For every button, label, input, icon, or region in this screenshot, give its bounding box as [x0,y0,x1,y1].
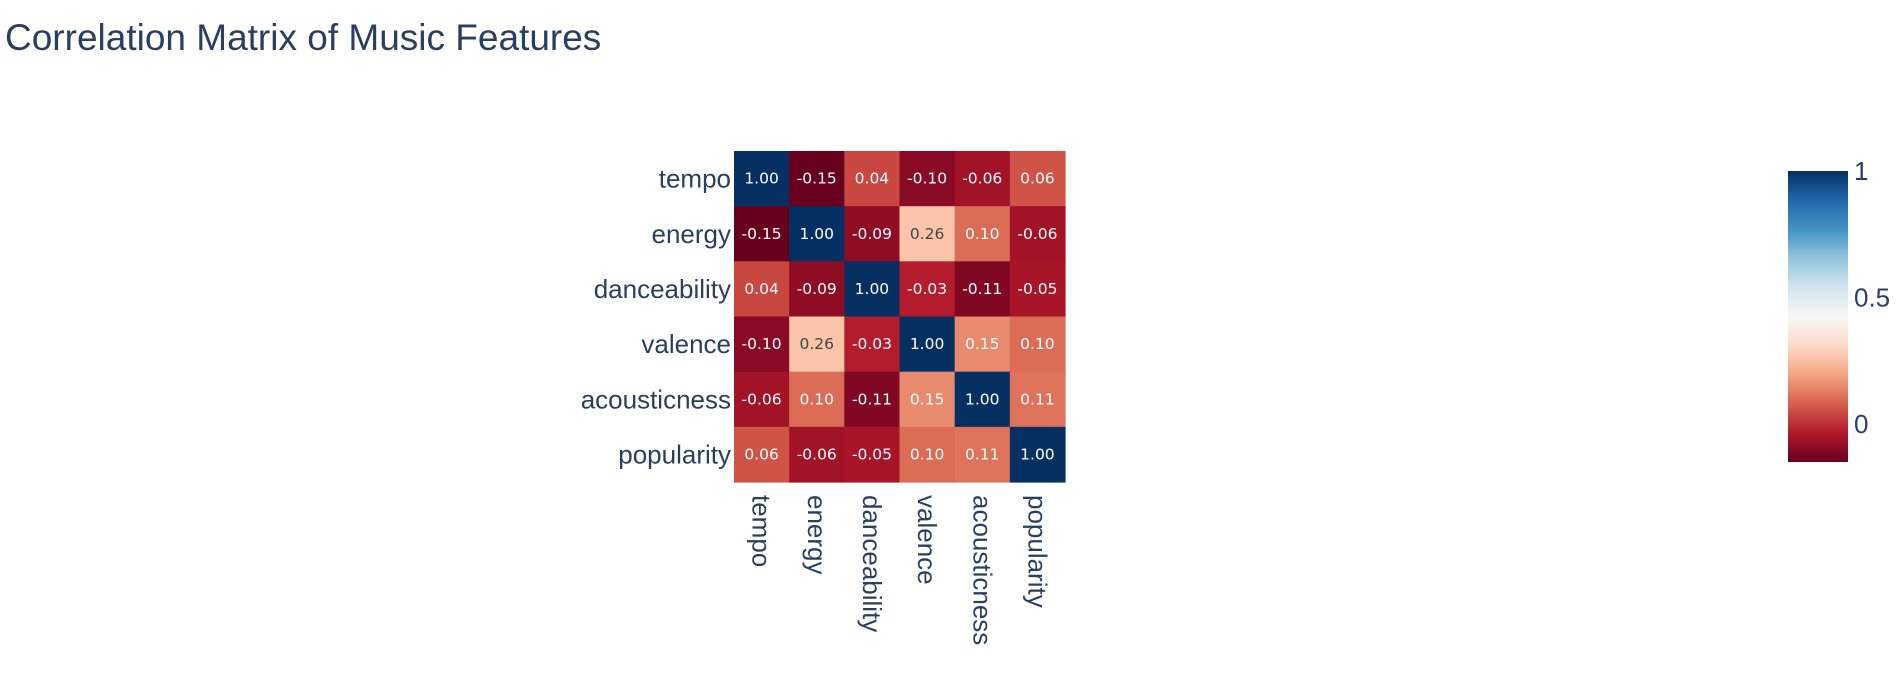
chart-title: Correlation Matrix of Music Features [5,17,602,58]
heatmap-cell-acousticness-popularity [1009,371,1066,428]
heatmap-cell-tempo-popularity [1009,151,1066,207]
cell-value-danceability-popularity: -0.05 [1017,280,1057,298]
y-tick-tempo: tempo [659,164,731,194]
colorbar: 00.51 [1788,156,1890,462]
cell-value-danceability-tempo: 0.04 [744,280,779,298]
heatmap-cell-valence-energy [789,316,845,373]
cell-value-tempo-energy: -0.15 [797,170,837,188]
heatmap-cell-popularity-acousticness [954,426,1011,483]
heatmap-cell-valence-valence [899,316,956,373]
y-tick-acousticness: acousticness [581,384,731,414]
cell-value-valence-popularity: 0.10 [1020,335,1055,353]
heatmap-cell-danceability-danceability [844,261,901,318]
heatmap-cells [734,151,1066,483]
cell-value-tempo-acousticness: -0.06 [962,170,1002,188]
colorbar-ticks: 00.51 [1854,156,1890,439]
heatmap-cell-tempo-danceability [844,151,901,207]
heatmap-cell-danceability-acousticness [954,261,1011,318]
cell-value-danceability-energy: -0.09 [797,280,837,298]
heatmap-cell-energy-acousticness [954,206,1011,262]
heatmap-cell-danceability-popularity [1009,261,1066,318]
heatmap-cell-popularity-tempo [734,426,790,483]
cell-value-popularity-acousticness: 0.11 [965,445,1000,463]
heatmap-cell-tempo-energy [789,151,845,207]
cell-value-popularity-popularity: 1.00 [1020,445,1055,463]
y-tick-popularity: popularity [618,439,731,469]
heatmap-cell-acousticness-valence [899,371,956,428]
cell-value-danceability-acousticness: -0.11 [962,280,1002,298]
cell-value-energy-tempo: -0.15 [742,225,782,243]
cell-value-energy-popularity: -0.06 [1017,225,1057,243]
colorbar-tick-0: 0 [1854,409,1868,439]
heatmap-cell-energy-danceability [844,206,901,262]
heatmap-cell-tempo-acousticness [954,151,1011,207]
cell-value-valence-valence: 1.00 [910,335,945,353]
cell-value-acousticness-acousticness: 1.00 [965,390,1000,408]
cell-value-acousticness-danceability: -0.11 [852,390,892,408]
heatmap-cell-valence-popularity [1009,316,1066,373]
heatmap-cell-energy-energy [789,206,845,262]
heatmap-cell-energy-tempo [734,206,790,262]
cell-value-danceability-valence: -0.03 [907,280,947,298]
x-tick-popularity: popularity [1022,495,1052,608]
heatmap-cell-danceability-energy [789,261,845,318]
cell-value-valence-acousticness: 0.15 [965,335,1000,353]
cell-value-danceability-danceability: 1.00 [855,280,890,298]
cell-value-acousticness-valence: 0.15 [910,390,945,408]
heatmap-cell-popularity-popularity [1009,426,1066,483]
cell-value-tempo-popularity: 0.06 [1020,170,1055,188]
x-axis-ticks: tempo energy danceability valence acousticne… [747,495,1053,645]
heatmap-cell-labels: 1.00 -0.15 0.04 -0.10 -0.06 0.06 -0.15 1.00 -0.0… [742,170,1058,464]
heatmap-cell-valence-danceability [844,316,901,373]
cell-value-energy-valence: 0.26 [910,225,945,243]
heatmap-cell-popularity-energy [789,426,845,483]
cell-value-acousticness-tempo: -0.06 [742,390,782,408]
cell-value-energy-acousticness: 0.10 [965,225,1000,243]
x-tick-energy: energy [802,495,832,575]
cell-value-acousticness-popularity: 0.11 [1020,390,1055,408]
x-tick-danceability: danceability [857,495,887,632]
heatmap-cell-acousticness-acousticness [954,371,1011,428]
heatmap-cell-danceability-valence [899,261,956,318]
cell-value-energy-danceability: -0.09 [852,225,892,243]
colorbar-tick-0.5: 0.5 [1854,283,1890,313]
cell-value-energy-energy: 1.00 [799,225,834,243]
colorbar-scale [1788,171,1848,462]
y-tick-valence: valence [641,329,731,359]
y-tick-danceability: danceability [594,274,731,304]
cell-value-popularity-energy: -0.06 [797,445,837,463]
y-tick-energy: energy [652,219,732,249]
heatmap-cell-danceability-tempo [734,261,790,318]
x-tick-valence: valence [912,495,942,585]
cell-value-valence-tempo: -0.10 [742,335,782,353]
heatmap-cell-acousticness-energy [789,371,845,428]
heatmap-cell-popularity-danceability [844,426,901,483]
cell-value-tempo-danceability: 0.04 [855,170,890,188]
heatmap-cell-energy-valence [899,206,956,262]
cell-value-valence-danceability: -0.03 [852,335,892,353]
heatmap-cell-popularity-valence [899,426,956,483]
cell-value-popularity-valence: 0.10 [910,445,945,463]
heatmap-cell-valence-acousticness [954,316,1011,373]
heatmap-cell-valence-tempo [734,316,790,373]
heatmap-cell-tempo-tempo [734,151,790,207]
heatmap-cell-acousticness-danceability [844,371,901,428]
y-axis-ticks: tempo energy danceability valence acousticne… [581,164,731,470]
heatmap-cell-tempo-valence [899,151,956,207]
colorbar-tick-1: 1 [1854,156,1868,186]
cell-value-acousticness-energy: 0.10 [799,390,834,408]
x-tick-acousticness: acousticness [967,495,997,645]
cell-value-tempo-valence: -0.10 [907,170,947,188]
cell-value-popularity-tempo: 0.06 [744,445,779,463]
cell-value-valence-energy: 0.26 [799,335,834,353]
x-tick-tempo: tempo [747,495,777,567]
heatmap-cell-energy-popularity [1009,206,1066,262]
cell-value-tempo-tempo: 1.00 [744,170,779,188]
cell-value-popularity-danceability: -0.05 [852,445,892,463]
heatmap-cell-acousticness-tempo [734,371,790,428]
